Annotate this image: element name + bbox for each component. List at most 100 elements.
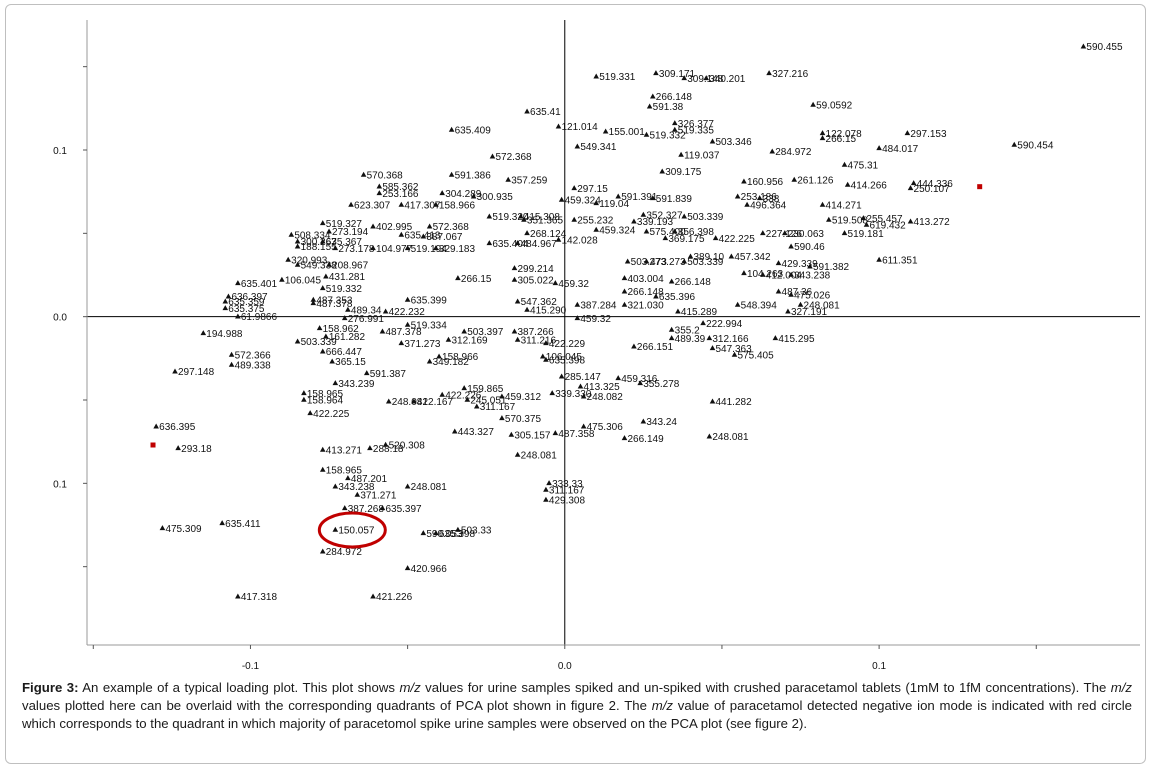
data-point: 636.397	[225, 292, 268, 303]
point-label: 371.273	[404, 339, 441, 350]
point-marker	[615, 375, 622, 381]
point-label: 635.398	[439, 529, 476, 540]
data-point: 413.272	[907, 217, 950, 228]
point-marker	[461, 385, 467, 391]
point-label: 415.290	[530, 306, 567, 317]
point-marker	[345, 306, 351, 312]
point-marker	[445, 336, 452, 342]
data-point: 268.124	[524, 229, 567, 240]
point-label: 519.332	[650, 131, 687, 142]
data-point: 158.966	[436, 352, 479, 363]
point-marker	[464, 396, 471, 402]
point-marker	[294, 261, 301, 267]
point-label: 266.148	[656, 92, 693, 103]
data-point: 635.401	[235, 279, 277, 290]
point-marker	[760, 271, 766, 277]
data-point: 585.362	[376, 182, 419, 193]
data-point: 389.10	[687, 252, 725, 263]
data-point: 635.375	[222, 304, 265, 315]
point-label: 415.289	[681, 307, 718, 318]
point-marker	[709, 398, 716, 404]
point-marker	[907, 218, 914, 224]
point-label: 572.368	[433, 222, 470, 233]
point-marker	[769, 148, 776, 154]
data-point: 273.178	[332, 244, 375, 255]
point-label: 635.399	[411, 296, 448, 307]
caption-mz-3: m/z	[651, 698, 673, 713]
point-label: 457.342	[734, 252, 771, 263]
data-point: 276.991	[341, 314, 384, 325]
point-marker	[555, 123, 562, 129]
red-marker	[977, 184, 983, 190]
point-marker	[734, 193, 741, 199]
point-label: 422.167	[417, 397, 454, 408]
point-marker	[844, 181, 851, 187]
data-point: 431.281	[323, 272, 365, 283]
data-point: 352.327	[640, 211, 683, 222]
data-point: 489.338	[228, 361, 271, 372]
point-label: 519.181	[848, 229, 885, 240]
point-marker	[341, 315, 348, 321]
point-label: 266.15	[461, 274, 492, 285]
data-point: 222.994	[700, 319, 743, 330]
data-point: 503.339	[294, 337, 337, 348]
data-point: 475.31	[841, 161, 879, 172]
data-point: 591.386	[448, 171, 491, 182]
point-marker	[436, 353, 442, 359]
point-marker	[367, 445, 373, 451]
data-point: 188.155	[294, 242, 337, 253]
point-marker	[370, 245, 376, 251]
data-point: 414.271	[819, 201, 862, 212]
point-marker	[810, 101, 816, 107]
point-marker	[316, 325, 323, 331]
point-marker	[354, 491, 361, 497]
data-point: 61.9866	[235, 312, 277, 323]
point-label: 489.39	[675, 334, 706, 345]
point-marker	[549, 390, 556, 396]
point-label: 444.336	[917, 179, 954, 190]
point-label: 266.151	[637, 342, 674, 353]
point-label: 487.36	[782, 287, 813, 298]
point-label: 503.397	[467, 327, 504, 338]
point-label: 484.967	[521, 239, 558, 250]
data-point: 248.081	[385, 397, 428, 408]
point-label: 158.966	[442, 352, 479, 363]
point-marker	[222, 298, 229, 304]
point-label: 255.232	[577, 216, 614, 227]
point-label: 311.216	[521, 336, 557, 347]
point-marker	[744, 201, 750, 207]
data-point: 412.004	[760, 271, 802, 282]
point-label: 299.214	[517, 264, 554, 275]
data-point: 59.0592	[810, 101, 853, 112]
data-point: 300.267	[294, 237, 337, 248]
point-marker	[574, 143, 581, 149]
point-marker	[514, 451, 521, 457]
x-tick-label: 0.0	[558, 661, 572, 672]
point-marker	[712, 235, 719, 241]
data-points: 590.455519.331309.171309.148340.201327.2…	[153, 42, 1123, 603]
caption-figure-label: Figure 3:	[22, 680, 79, 695]
data-point: 403.004	[621, 274, 664, 285]
data-point: 570.375	[499, 414, 541, 425]
data-point: 475.026	[788, 291, 831, 302]
data-point: 635.409	[448, 126, 492, 137]
data-point: 266.15	[819, 134, 857, 145]
data-point: 413.325	[577, 382, 620, 393]
point-marker	[643, 131, 650, 137]
point-label: 591.387	[370, 369, 407, 380]
data-point: 369.175	[662, 234, 705, 245]
point-label: 572.366	[235, 351, 272, 362]
data-point: 349.182	[426, 357, 469, 368]
point-marker	[788, 243, 794, 249]
data-point: 489.39	[668, 334, 706, 345]
point-marker	[775, 260, 782, 266]
data-point: 459.32	[552, 279, 589, 290]
point-label: 245.051	[470, 396, 507, 407]
point-marker	[741, 270, 747, 276]
point-marker	[653, 70, 659, 76]
point-label: 635.409	[455, 126, 492, 137]
point-marker	[788, 291, 794, 297]
data-point: 300.935	[470, 192, 513, 203]
point-marker	[319, 548, 326, 554]
point-marker	[640, 211, 647, 217]
